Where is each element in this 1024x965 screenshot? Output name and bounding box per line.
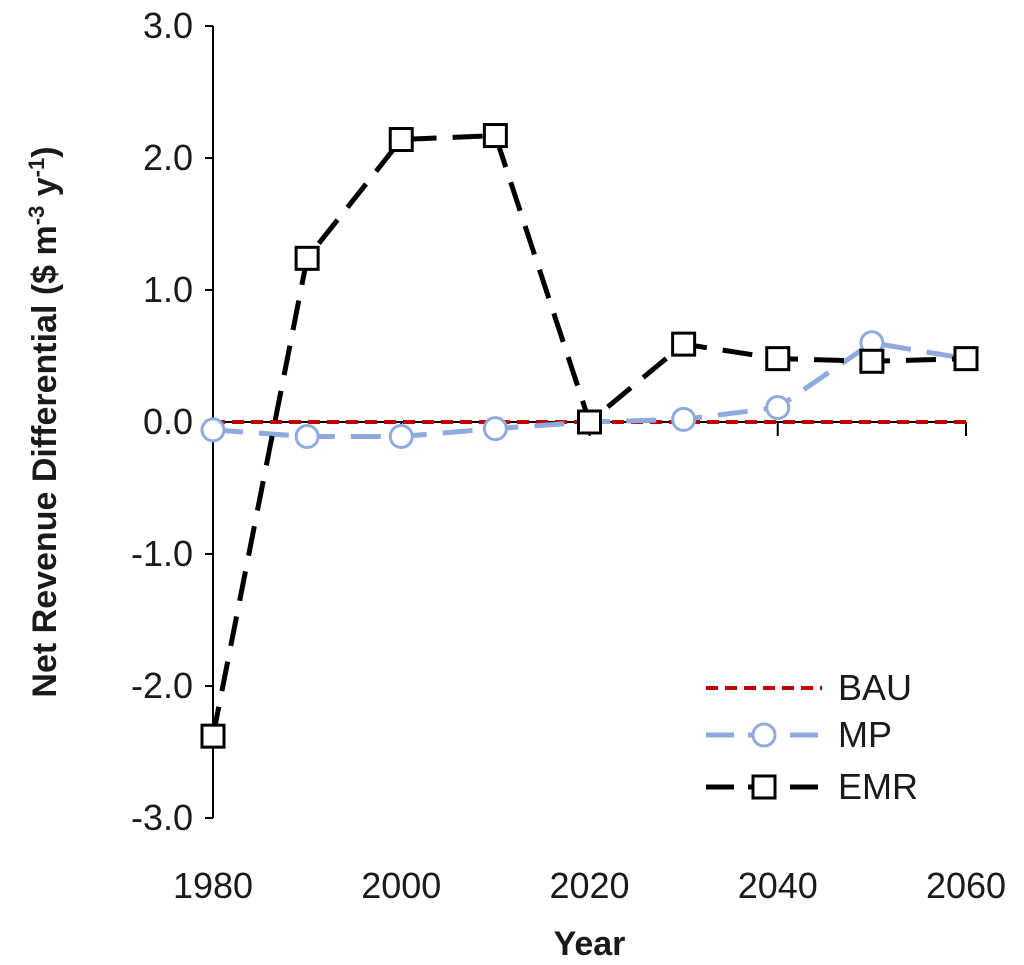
axes: -3.0 -2.0 -1.0 0.0 1.0 2.0 3.0 1980 2000 2020 2040… (131, 5, 1006, 906)
data-point-mp (294, 424, 320, 450)
data-point-emr (294, 245, 320, 271)
x-tick-label: 2000 (361, 865, 441, 906)
data-point-emr (953, 346, 979, 372)
y-tick-label: 1.0 (143, 269, 193, 310)
legend-label-bau: BAU (838, 667, 912, 708)
data-point-emr (482, 123, 508, 149)
y-axis-title: Net Revenue Differential ($ m-3 y-1) (24, 146, 64, 697)
y-tick-label: -1.0 (131, 533, 193, 574)
data-point-mp (765, 394, 791, 420)
x-tick-label: 2020 (549, 865, 629, 906)
y-axis-title-sup2: -1 (24, 158, 49, 178)
legend-item-mp: MP (706, 714, 892, 755)
y-axis-title-mid: y (26, 177, 64, 205)
y-axis-title-sup1: -3 (24, 206, 49, 226)
data-point-emr (859, 348, 885, 374)
x-axis-title: Year (554, 925, 626, 963)
legend-item-bau: BAU (706, 667, 912, 708)
x-tick-label: 2040 (738, 865, 818, 906)
x-tick-label: 2060 (926, 865, 1006, 906)
data-point-emr (765, 346, 791, 372)
data-point-emr (671, 331, 697, 357)
y-axis-title-suffix: ) (26, 146, 64, 157)
legend-marker-emr (751, 774, 777, 800)
data-point-mp (671, 406, 697, 432)
legend: BAU MP EMR (706, 667, 918, 807)
data-point-mp (482, 416, 508, 442)
legend-label-emr: EMR (838, 766, 918, 807)
data-point-emr (200, 723, 226, 749)
legend-label-mp: MP (838, 714, 892, 755)
y-tick-label: -2.0 (131, 665, 193, 706)
y-tick-label: 3.0 (143, 5, 193, 46)
data-point-mp (388, 424, 414, 450)
series-emr (200, 123, 979, 749)
legend-item-emr: EMR (706, 766, 918, 807)
data-point-mp (200, 417, 226, 443)
series-layer (200, 123, 979, 749)
legend-marker-mp (751, 722, 777, 748)
y-tick-label: 2.0 (143, 137, 193, 178)
y-tick-label: 0.0 (143, 401, 193, 442)
data-point-emr (577, 409, 602, 435)
y-tick-label: -3.0 (131, 797, 193, 838)
data-point-emr (388, 127, 414, 153)
y-axis-title-prefix: Net Revenue Differential ($ m (26, 225, 64, 697)
x-tick-label: 1980 (173, 865, 253, 906)
